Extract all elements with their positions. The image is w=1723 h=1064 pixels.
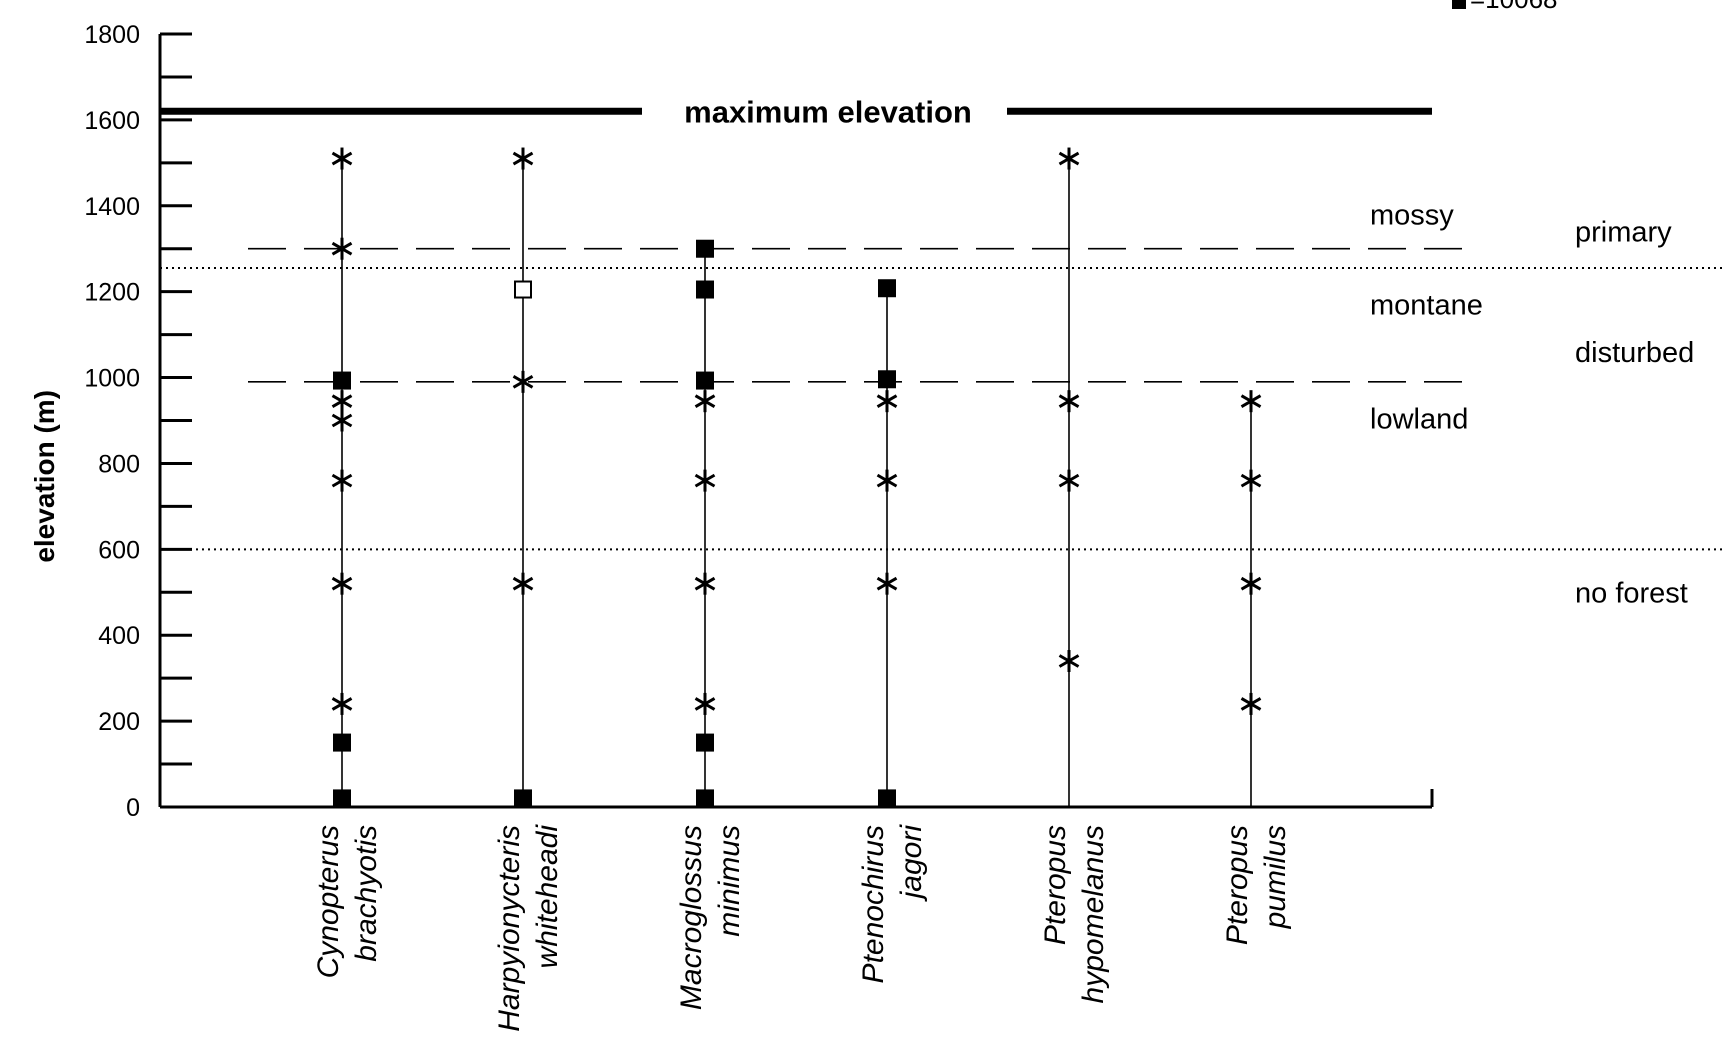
species-column bbox=[1058, 147, 1080, 807]
asterisk-marker bbox=[1240, 692, 1262, 715]
species-genus-label: Pteropus bbox=[1039, 825, 1072, 945]
legend: =10068 bbox=[1452, 0, 1557, 14]
asterisk-marker bbox=[1240, 469, 1262, 492]
asterisk-marker bbox=[331, 409, 353, 432]
open-square-marker bbox=[514, 280, 532, 299]
filled-square-marker bbox=[878, 279, 896, 298]
y-tick-label: 1000 bbox=[84, 365, 140, 393]
labels-layer: maximum elevation mossy montane lowland prim… bbox=[312, 94, 1694, 1031]
asterisk-marker bbox=[331, 469, 353, 492]
filled-square-marker bbox=[514, 789, 532, 808]
asterisk-marker bbox=[1058, 147, 1080, 170]
species-epithet-label: hypomelanus bbox=[1077, 825, 1110, 1003]
species-epithet-label: pumilus bbox=[1259, 825, 1292, 929]
filled-square-marker bbox=[333, 789, 351, 808]
filled-square-marker bbox=[878, 789, 896, 808]
asterisk-marker bbox=[331, 390, 353, 413]
species-genus-label: Cynopterus bbox=[312, 825, 345, 978]
asterisk-marker bbox=[331, 692, 353, 715]
habitat-label: lowland bbox=[1370, 403, 1468, 435]
asterisk-marker bbox=[694, 469, 716, 492]
filled-square-marker bbox=[696, 280, 714, 299]
species-column bbox=[1240, 390, 1262, 807]
asterisk-marker bbox=[512, 572, 534, 595]
species-column bbox=[512, 147, 534, 808]
asterisk-marker bbox=[1058, 469, 1080, 492]
forest-status-label: primary bbox=[1575, 217, 1672, 249]
forest-status-label: disturbed bbox=[1575, 337, 1694, 369]
asterisk-marker bbox=[331, 147, 353, 170]
species-epithet-label: whiteheadi bbox=[531, 824, 564, 969]
species-column bbox=[331, 147, 353, 808]
species-epithet-label: jagori bbox=[895, 824, 928, 903]
y-tick-label: 400 bbox=[98, 622, 140, 650]
legend-label: =10068 bbox=[1470, 0, 1557, 14]
asterisk-marker bbox=[1058, 649, 1080, 672]
asterisk-marker bbox=[512, 147, 534, 170]
species-column bbox=[694, 239, 716, 808]
asterisk-marker bbox=[694, 572, 716, 595]
species-column bbox=[876, 279, 898, 808]
asterisk-marker bbox=[694, 692, 716, 715]
species-genus-label: Harpyionycteris bbox=[493, 825, 526, 1032]
species-genus-label: Ptenochirus bbox=[857, 825, 890, 983]
filled-square-marker bbox=[696, 239, 714, 258]
filled-square-marker bbox=[333, 371, 351, 390]
species-genus-label: Macroglossus bbox=[675, 825, 708, 1010]
y-tick-label: 1200 bbox=[84, 279, 140, 307]
asterisk-marker bbox=[876, 390, 898, 413]
guide-lines-layer bbox=[160, 107, 1723, 551]
habitat-label: montane bbox=[1370, 290, 1483, 322]
filled-square-marker bbox=[333, 733, 351, 752]
max-elevation-label: maximum elevation bbox=[684, 94, 972, 129]
y-tick-label: 0 bbox=[126, 794, 140, 822]
asterisk-marker bbox=[694, 390, 716, 413]
y-tick-label: 1400 bbox=[84, 193, 140, 221]
asterisk-marker bbox=[331, 237, 353, 260]
asterisk-marker bbox=[876, 469, 898, 492]
filled-square-marker bbox=[878, 370, 896, 389]
filled-square-marker bbox=[696, 733, 714, 752]
species-epithet-label: brachyotis bbox=[350, 825, 383, 962]
asterisk-marker bbox=[1240, 390, 1262, 413]
y-tick-label: 1600 bbox=[84, 107, 140, 135]
species-layer bbox=[331, 147, 1262, 808]
asterisk-marker bbox=[876, 572, 898, 595]
habitat-label: mossy bbox=[1370, 199, 1454, 231]
asterisk-marker bbox=[1240, 572, 1262, 595]
species-genus-label: Pteropus bbox=[1221, 825, 1254, 945]
y-tick-label: 800 bbox=[98, 450, 140, 478]
y-tick-label: 600 bbox=[98, 536, 140, 564]
filled-square-marker bbox=[696, 789, 714, 808]
species-epithet-label: minimus bbox=[713, 825, 746, 937]
asterisk-marker bbox=[331, 572, 353, 595]
y-tick-label: 1800 bbox=[84, 21, 140, 49]
asterisk-marker bbox=[512, 370, 534, 393]
forest-status-label: no forest bbox=[1575, 577, 1688, 609]
legend-marker-filled-square bbox=[1452, 0, 1466, 9]
filled-square-marker bbox=[696, 371, 714, 390]
axes-layer: 0 200 400 600 800 1000 1200 1400 1600 1800 elevati… bbox=[29, 21, 1434, 822]
asterisk-marker bbox=[1058, 390, 1080, 413]
y-axis-title: elevation (m) bbox=[29, 390, 60, 563]
y-tick-label: 200 bbox=[98, 708, 140, 736]
